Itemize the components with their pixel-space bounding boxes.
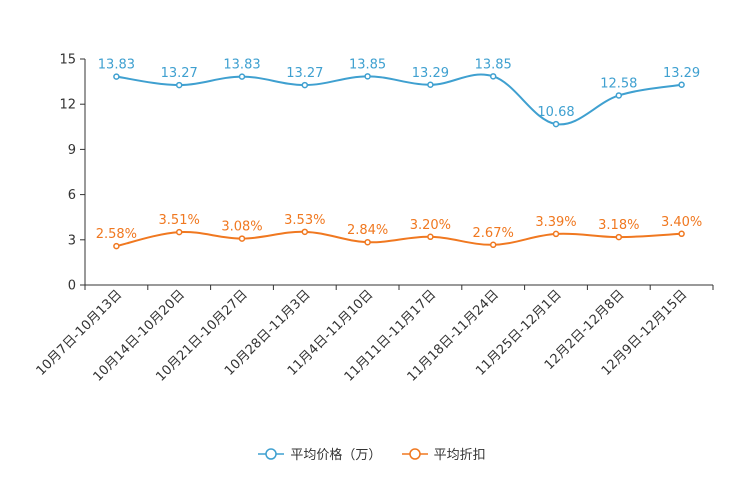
data-label: 13.85: [349, 57, 386, 72]
series-line: [116, 230, 682, 248]
legend-item-price[interactable]: 平均价格（万）: [258, 444, 381, 463]
data-label: 3.18%: [598, 218, 639, 233]
legend-item-discount[interactable]: 平均折扣: [401, 444, 486, 463]
data-point[interactable]: [301, 81, 309, 89]
legend-discount-icon: [401, 447, 428, 460]
data-label: 13.85: [475, 57, 512, 72]
data-point[interactable]: [364, 238, 371, 246]
chart-axes: 0369121510月7日-10月13日10月14日-10月20日10月21日-…: [34, 53, 714, 385]
data-label: 3.53%: [284, 213, 325, 228]
data-label: 13.27: [286, 66, 323, 81]
data-label: 13.29: [663, 66, 700, 81]
data-point[interactable]: [175, 81, 183, 89]
legend-price-label: 平均价格（万）: [290, 448, 382, 463]
data-point[interactable]: [301, 228, 309, 236]
data-label: 3.08%: [221, 220, 262, 235]
data-label: 13.83: [223, 58, 260, 73]
data-label: 13.27: [161, 66, 198, 81]
series-line: [116, 73, 682, 126]
y-tick-label: 0: [68, 279, 76, 294]
data-point[interactable]: [113, 73, 120, 80]
data-label: 3.20%: [410, 218, 451, 233]
series-1: 2.58% 3.51% 3.08% 3.53% 2.84% 3.20% 2.67% 3.39%…: [96, 213, 702, 250]
data-point[interactable]: [238, 73, 246, 80]
data-label: 2.67%: [473, 226, 514, 241]
y-tick-label: 15: [59, 53, 76, 68]
data-point[interactable]: [364, 73, 371, 80]
data-label: 2.58%: [96, 227, 137, 242]
legend: 平均价格（万） 平均折扣: [0, 444, 744, 465]
data-point[interactable]: [427, 81, 434, 89]
data-point[interactable]: [678, 230, 685, 238]
data-point[interactable]: [175, 228, 183, 236]
data-label: 3.39%: [535, 215, 576, 230]
y-tick-label: 6: [68, 188, 76, 203]
data-point[interactable]: [552, 120, 560, 128]
data-point[interactable]: [427, 233, 434, 241]
y-tick-label: 3: [68, 233, 76, 248]
y-tick-label: 12: [59, 98, 76, 113]
legend-discount-label: 平均折扣: [433, 448, 486, 463]
y-tick-label: 9: [68, 143, 76, 158]
data-point[interactable]: [615, 233, 623, 241]
legend-price-icon: [258, 447, 285, 460]
data-point[interactable]: [552, 230, 560, 238]
data-label: 2.84%: [347, 223, 388, 238]
data-point[interactable]: [489, 73, 497, 80]
data-label: 3.51%: [159, 213, 200, 228]
data-point[interactable]: [615, 92, 623, 99]
series-layer: 13.83 13.27 13.83 13.27 13.85 13.29 13.85 10.68…: [96, 57, 702, 250]
data-label: 10.68: [537, 105, 574, 120]
data-point[interactable]: [678, 81, 685, 89]
data-label: 3.40%: [661, 215, 702, 230]
series-0: 13.83 13.27 13.83 13.27 13.85 13.29 13.85 10.68…: [98, 57, 700, 128]
data-point[interactable]: [489, 241, 497, 249]
data-label: 13.83: [98, 58, 135, 73]
data-point[interactable]: [238, 235, 246, 242]
data-point[interactable]: [113, 242, 120, 250]
data-label: 12.58: [600, 76, 637, 91]
data-label: 13.29: [412, 66, 449, 81]
